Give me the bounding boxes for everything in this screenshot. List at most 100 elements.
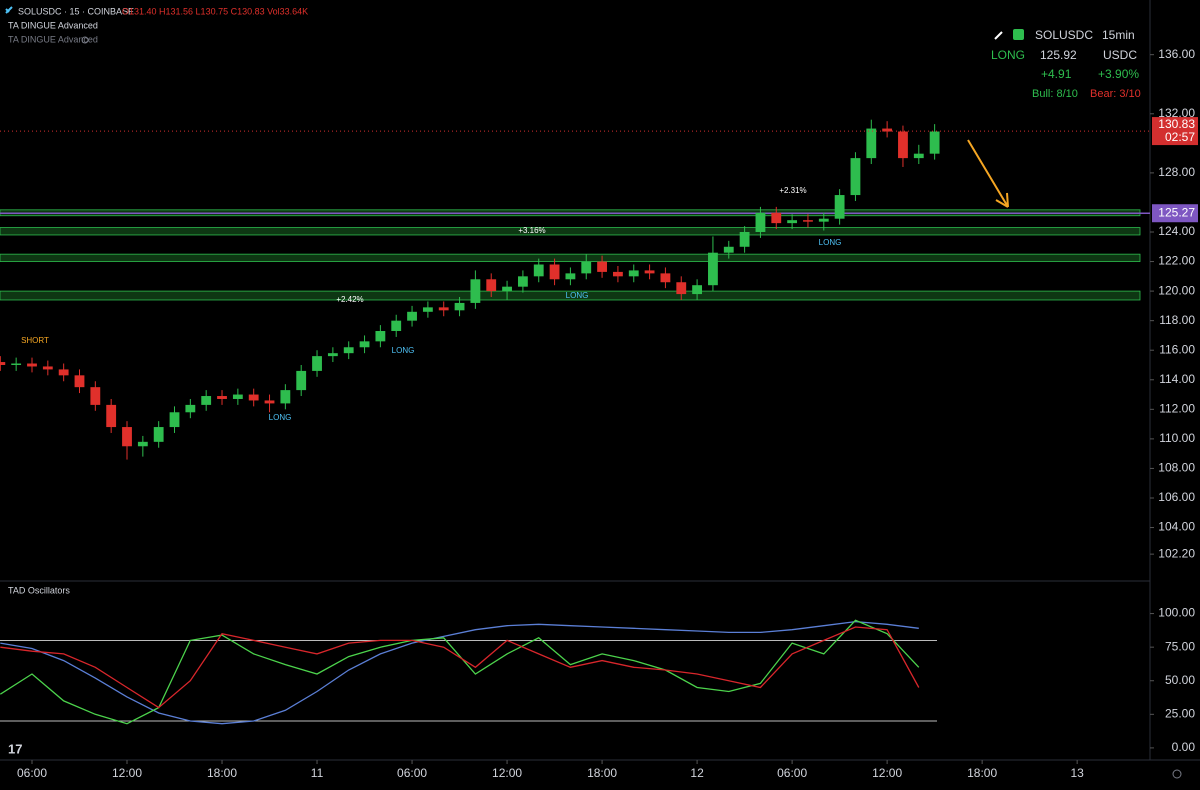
candle-body: [312, 356, 322, 371]
candle-body: [549, 264, 560, 280]
candle-body: [723, 246, 734, 253]
check-icon: [1013, 29, 1024, 40]
candle-body: [90, 387, 101, 405]
y-tick-label: 124.00: [1158, 224, 1195, 238]
candle-body: [327, 353, 338, 357]
last-price-label: 130.83: [1158, 117, 1195, 131]
candle-body: [581, 261, 592, 274]
candle-body: [343, 347, 354, 354]
x-tick-label: 18:00: [587, 766, 617, 780]
candle-body: [533, 264, 544, 277]
candle-body: [613, 271, 623, 277]
y-tick-label: 112.00: [1159, 401, 1195, 415]
rocket-icon: [994, 31, 1003, 40]
x-tick-label: 13: [1070, 766, 1084, 780]
signal-label: LONG: [269, 413, 292, 422]
candle-body: [359, 341, 370, 348]
candle-body: [676, 282, 687, 295]
panel-interval: 15min: [1102, 28, 1135, 42]
signal-label: LONG: [819, 238, 842, 247]
candle-body: [866, 128, 877, 159]
y-tick-label: 128.00: [1158, 165, 1195, 179]
y-tick-label: 140.00: [1158, 0, 1195, 2]
signal-label: LONG: [566, 291, 589, 300]
candle-body: [628, 270, 639, 277]
panel-bull: Bull: 8/10: [1032, 88, 1078, 100]
candle-body: [834, 195, 845, 219]
x-tick-label: 12:00: [872, 766, 902, 780]
candle-body: [137, 441, 148, 447]
x-tick-label: 18:00: [967, 766, 997, 780]
last-price-tag: [1152, 117, 1198, 146]
candle-body: [217, 396, 227, 399]
x-tick-label: 11: [311, 766, 324, 780]
arrow: [967, 139, 1009, 208]
candle-body: [597, 261, 607, 272]
y-tick-label: 102.20: [1158, 546, 1195, 560]
candle-body: [153, 427, 164, 442]
y-tick-label: 75.00: [1165, 639, 1195, 653]
signal-label: SHORT: [21, 336, 49, 345]
candle-body: [264, 400, 275, 404]
y-tick-label: 122.00: [1158, 254, 1195, 268]
indicator-name: TA DINGUE Advanced: [8, 20, 98, 30]
oscillator-title: TAD Oscillators: [8, 585, 70, 595]
candle-body: [787, 220, 798, 224]
settings-icon[interactable]: [1172, 769, 1182, 779]
candle-body: [27, 363, 37, 367]
candle-body: [692, 285, 703, 295]
level-label: 125.27: [1158, 205, 1195, 219]
x-tick-label: 18:00: [207, 766, 237, 780]
candle-body: [850, 158, 861, 196]
candle-body: [42, 366, 53, 370]
panel-change-pct: +3.90%: [1098, 67, 1139, 81]
symbol-icon: [5, 6, 13, 14]
signal-label: +2.42%: [336, 295, 363, 304]
panel-quote: USDC: [1103, 48, 1137, 62]
ohlc-legend: O131.40 H131.56 L130.75 C130.83 Vol33.64…: [122, 6, 308, 16]
candle-body: [708, 252, 718, 286]
y-tick-label: 50.00: [1165, 673, 1195, 687]
signal-label: LONG: [392, 346, 415, 355]
eye-icon[interactable]: [81, 36, 89, 44]
y-tick-label: 114.00: [1159, 372, 1195, 386]
candle-body: [818, 218, 829, 222]
candle-body: [517, 276, 528, 287]
candle-body: [201, 396, 212, 405]
y-tick-label: 25.00: [1165, 706, 1195, 720]
candle-body: [755, 212, 766, 232]
indicator-name: TA DINGUE Advanced: [8, 34, 98, 44]
candle-body: [502, 286, 512, 292]
y-tick-label: 116.00: [1159, 342, 1195, 356]
zone: [0, 290, 1141, 301]
x-tick-label: 12:00: [112, 766, 142, 780]
y-tick-label: 108.00: [1158, 461, 1195, 475]
candle-body: [913, 153, 924, 159]
candle-body: [771, 212, 782, 224]
candle-body: [0, 362, 6, 365]
x-tick-label: 12: [690, 766, 704, 780]
y-tick-label: 120.00: [1158, 283, 1195, 297]
x-tick-label: 12:00: [492, 766, 522, 780]
zone: [0, 227, 1141, 236]
candle-body: [232, 394, 243, 399]
panel-entry: 125.92: [1040, 48, 1077, 62]
candle-body: [644, 270, 655, 274]
oscillator-line: [0, 619, 920, 725]
level-tag: [1152, 204, 1198, 223]
candle-body: [739, 232, 750, 247]
candle-body: [929, 131, 940, 154]
candle-body: [296, 370, 307, 391]
candle-body: [106, 404, 117, 428]
candle-body: [58, 369, 69, 376]
candle-body: [438, 307, 449, 311]
y-tick-label: 132.00: [1158, 106, 1195, 120]
y-tick-label: 110.00: [1159, 431, 1195, 445]
candle-body: [882, 128, 893, 132]
panel-signal: LONG: [991, 48, 1025, 62]
zone: [0, 253, 1141, 262]
x-tick-label: 06:00: [777, 766, 807, 780]
y-tick-label: 136.00: [1158, 47, 1195, 61]
